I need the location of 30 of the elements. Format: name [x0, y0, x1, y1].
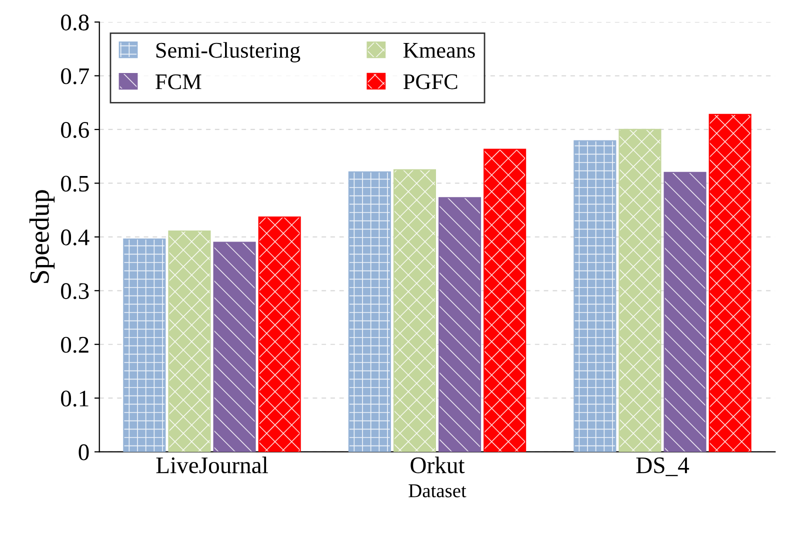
y-tick-label: 0.8: [61, 14, 89, 31]
bar: [393, 169, 436, 452]
bar: [348, 171, 391, 452]
y-tick-label: 0.3: [61, 283, 89, 300]
y-tick-label: 0.5: [61, 176, 89, 192]
x-tick-label: DS_4: [636, 457, 690, 476]
y-tick-label: 0.1: [61, 390, 88, 407]
legend-label: Semi-Clustering: [156, 42, 300, 62]
legend-label: PGFC: [403, 74, 458, 90]
bar: [708, 114, 752, 452]
x-tick-label: Orkut: [410, 456, 465, 474]
y-tick-label: 0.2: [61, 336, 88, 353]
x-tick-label: LiveJournal: [156, 456, 268, 474]
bar: [168, 230, 211, 452]
y-axis-title: Speedup: [29, 190, 55, 283]
bar: [484, 148, 526, 452]
bar: [618, 128, 662, 452]
y-tick-label: 0.7: [61, 68, 89, 84]
y-tick-label: 0.4: [61, 229, 90, 246]
bar: [574, 140, 616, 452]
y-tick-label: 0.6: [61, 122, 89, 138]
bar: [258, 216, 301, 452]
bar: [123, 238, 166, 452]
legend-label: Kmeans: [403, 43, 475, 58]
bar: [664, 172, 706, 452]
y-tick-label: 0: [78, 444, 89, 460]
x-axis-title: Dataset: [408, 484, 466, 498]
bar: [438, 197, 482, 452]
bar: [213, 242, 256, 452]
legend-label: FCM: [156, 74, 202, 90]
